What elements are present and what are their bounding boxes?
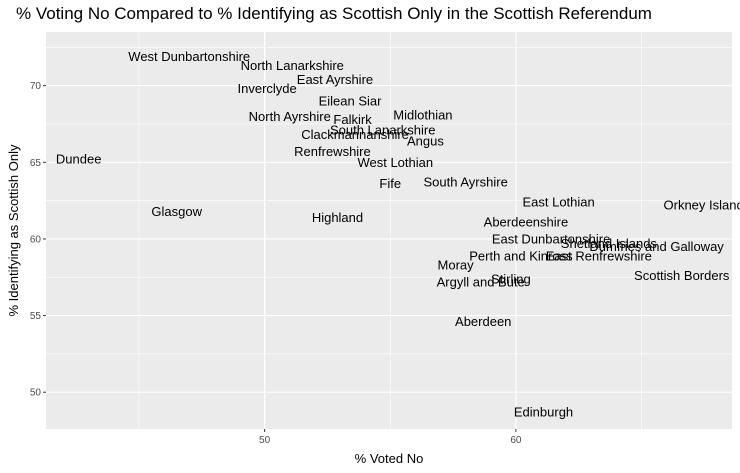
- point-label: Perth and Kinross: [469, 248, 573, 263]
- point-label: Moray: [438, 257, 475, 272]
- point-label: West Lothian: [357, 155, 433, 170]
- point-label: Dundee: [56, 152, 102, 167]
- y-tick-label: 55: [30, 311, 42, 322]
- point-label: Edinburgh: [514, 405, 573, 420]
- plot-panel: [46, 32, 732, 429]
- point-label: Dumfries and Galloway: [589, 239, 724, 254]
- point-label: Stirling: [491, 271, 531, 286]
- point-label: Inverclyde: [238, 81, 297, 96]
- y-tick-label: 60: [30, 234, 42, 245]
- point-label: West Dunbartonshire: [128, 49, 250, 64]
- point-label: Midlothian: [393, 107, 452, 122]
- point-label: Fife: [379, 176, 401, 191]
- point-label: Scottish Borders: [634, 268, 730, 283]
- y-tick-label: 70: [30, 81, 42, 92]
- point-label: Eilean Siar: [319, 93, 383, 108]
- x-axis-title: % Voted No: [355, 451, 424, 466]
- point-label: Glasgow: [151, 204, 202, 219]
- major-gridlines: [46, 32, 732, 429]
- y-tick-label: 65: [30, 158, 42, 169]
- point-label: Aberdeen: [455, 314, 511, 329]
- point-label: Shetland Islands: [561, 236, 658, 251]
- x-axis-ticks: 50 60: [259, 429, 522, 446]
- point-label: Clackmannanshire: [301, 127, 409, 142]
- point-label: East Dunbartonshire: [492, 231, 611, 246]
- point-label: North Lanarkshire: [241, 58, 344, 73]
- point-label: North Ayrshire: [249, 109, 331, 124]
- point-label: East Ayrshire: [297, 72, 373, 87]
- point-label: Angus: [407, 133, 444, 148]
- chart-title: % Voting No Compared to % Identifying as…: [16, 4, 652, 23]
- y-tick-label: 50: [30, 388, 42, 399]
- point-label: South Ayrshire: [423, 175, 507, 190]
- point-label: South Lanarkshire: [330, 123, 436, 138]
- y-axis-ticks: 50 55 60 65 70: [30, 81, 46, 399]
- point-label: East Renfrewshire: [546, 248, 652, 263]
- point-label: East Lothian: [522, 195, 594, 210]
- x-tick-label: 50: [259, 435, 271, 446]
- point-label: Orkney Islands: [664, 198, 740, 213]
- point-label: Renfrewshire: [294, 144, 371, 159]
- point-label: Highland: [312, 210, 363, 225]
- point-label: Argyll and Bute: [437, 274, 525, 289]
- point-label: Aberdeenshire: [484, 215, 569, 230]
- point-label: Falkirk: [333, 112, 372, 127]
- y-axis-title: % Identifying as Scottish Only: [6, 144, 21, 316]
- x-tick-label: 60: [510, 435, 522, 446]
- minor-gridlines: [46, 32, 732, 429]
